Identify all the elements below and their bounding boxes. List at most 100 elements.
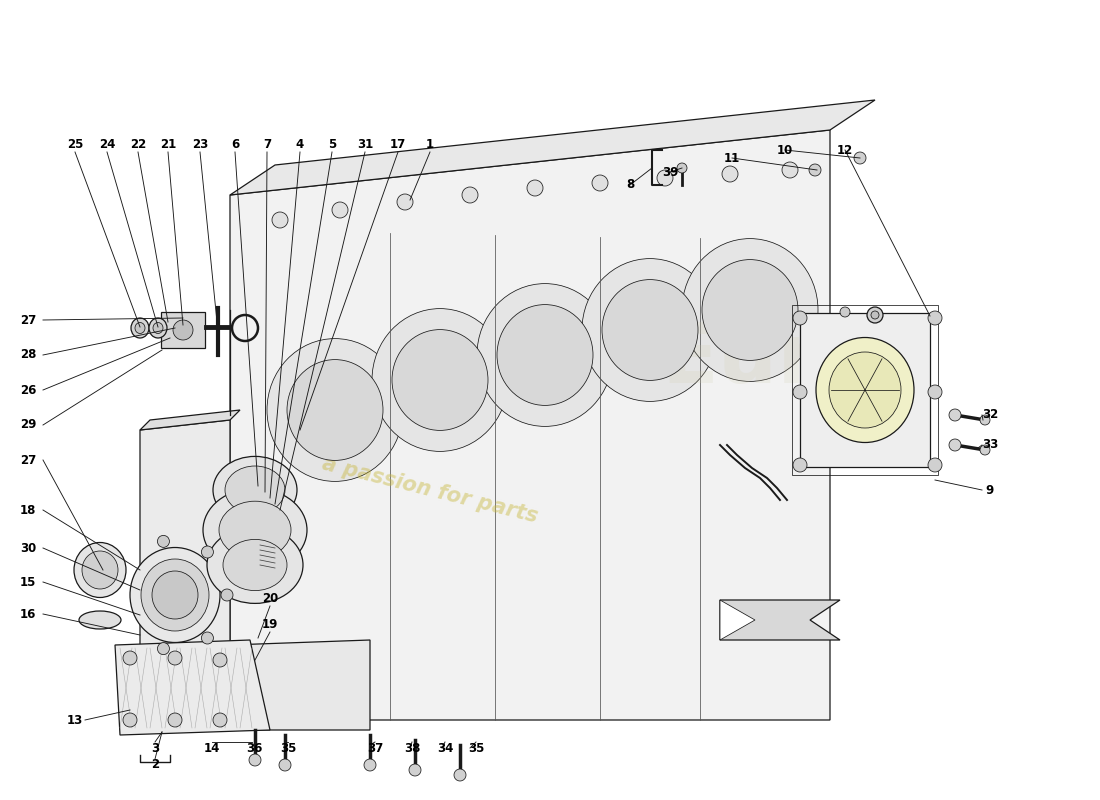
Ellipse shape — [267, 338, 403, 482]
Polygon shape — [800, 313, 929, 467]
Ellipse shape — [152, 571, 198, 619]
Text: 17: 17 — [389, 138, 406, 151]
Ellipse shape — [204, 488, 307, 571]
Circle shape — [157, 642, 169, 654]
Ellipse shape — [702, 259, 798, 360]
Ellipse shape — [682, 238, 818, 382]
Circle shape — [657, 170, 673, 186]
Circle shape — [201, 546, 213, 558]
Circle shape — [168, 651, 182, 665]
Circle shape — [949, 439, 961, 451]
Ellipse shape — [816, 338, 914, 442]
Text: 33: 33 — [982, 438, 998, 451]
Text: 35: 35 — [468, 742, 484, 754]
Circle shape — [409, 764, 421, 776]
Circle shape — [213, 713, 227, 727]
Text: 28: 28 — [20, 349, 36, 362]
Text: 26: 26 — [20, 383, 36, 397]
Ellipse shape — [148, 318, 167, 338]
Ellipse shape — [392, 330, 488, 430]
Ellipse shape — [497, 305, 593, 406]
Text: 15: 15 — [20, 575, 36, 589]
Text: 27: 27 — [20, 454, 36, 466]
Circle shape — [928, 385, 942, 399]
Ellipse shape — [223, 539, 287, 590]
Ellipse shape — [135, 322, 145, 334]
Ellipse shape — [130, 547, 220, 642]
Ellipse shape — [477, 284, 613, 426]
Circle shape — [168, 713, 182, 727]
Text: 1: 1 — [426, 138, 434, 151]
Text: 21: 21 — [160, 138, 176, 151]
Circle shape — [854, 152, 866, 164]
Circle shape — [279, 759, 292, 771]
Circle shape — [213, 653, 227, 667]
Circle shape — [793, 458, 807, 472]
Circle shape — [782, 162, 797, 178]
Text: 34: 34 — [437, 742, 453, 754]
Circle shape — [980, 415, 990, 425]
Ellipse shape — [74, 542, 126, 598]
Text: 32: 32 — [982, 409, 998, 422]
Circle shape — [272, 212, 288, 228]
Text: 29: 29 — [20, 418, 36, 431]
Circle shape — [871, 311, 879, 319]
Text: 38: 38 — [404, 742, 420, 754]
Circle shape — [157, 535, 169, 547]
Text: 16: 16 — [20, 607, 36, 621]
Text: 31: 31 — [356, 138, 373, 151]
Polygon shape — [230, 100, 875, 195]
Ellipse shape — [79, 611, 121, 629]
Circle shape — [364, 759, 376, 771]
Circle shape — [980, 445, 990, 455]
Text: 18: 18 — [20, 503, 36, 517]
Polygon shape — [230, 130, 830, 720]
Text: 37: 37 — [367, 742, 383, 754]
Text: a passion for parts: a passion for parts — [320, 454, 540, 526]
Text: 30: 30 — [20, 542, 36, 554]
Circle shape — [867, 307, 883, 323]
Circle shape — [123, 713, 138, 727]
Polygon shape — [720, 600, 840, 640]
Circle shape — [397, 194, 412, 210]
Polygon shape — [720, 600, 755, 640]
Ellipse shape — [226, 466, 285, 514]
Text: 4: 4 — [296, 138, 304, 151]
Text: 3: 3 — [151, 742, 160, 754]
Circle shape — [527, 180, 543, 196]
Circle shape — [592, 175, 608, 191]
Text: 35: 35 — [279, 742, 296, 754]
Circle shape — [123, 651, 138, 665]
Circle shape — [173, 320, 192, 340]
Text: 27: 27 — [20, 314, 36, 326]
Text: 36: 36 — [245, 742, 262, 754]
Circle shape — [793, 311, 807, 325]
Circle shape — [462, 187, 478, 203]
Ellipse shape — [82, 551, 118, 589]
Text: 9: 9 — [986, 483, 994, 497]
Ellipse shape — [213, 456, 297, 524]
Text: 39: 39 — [662, 166, 679, 178]
Ellipse shape — [582, 258, 718, 402]
Text: 14: 14 — [204, 742, 220, 754]
Polygon shape — [140, 410, 240, 430]
Ellipse shape — [131, 318, 149, 338]
Circle shape — [249, 754, 261, 766]
Circle shape — [928, 311, 942, 325]
Text: 19: 19 — [262, 618, 278, 630]
Text: Eur: Eur — [661, 319, 818, 401]
Circle shape — [840, 307, 850, 317]
Text: 12: 12 — [837, 143, 854, 157]
Circle shape — [676, 163, 688, 173]
Polygon shape — [230, 640, 370, 730]
Text: 11: 11 — [724, 151, 740, 165]
Polygon shape — [116, 640, 270, 735]
Ellipse shape — [829, 352, 901, 428]
Text: 23: 23 — [191, 138, 208, 151]
Ellipse shape — [287, 360, 383, 460]
Text: 20: 20 — [262, 591, 278, 605]
Circle shape — [722, 166, 738, 182]
Text: 25: 25 — [67, 138, 84, 151]
Ellipse shape — [372, 309, 508, 451]
Ellipse shape — [219, 501, 292, 558]
